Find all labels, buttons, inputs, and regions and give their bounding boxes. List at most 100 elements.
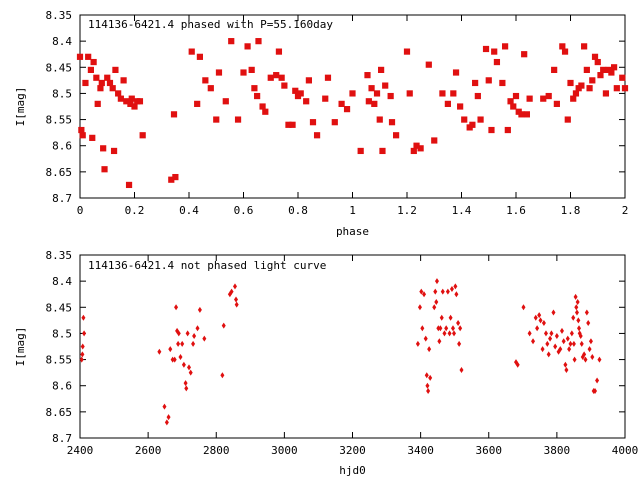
- data-point: [477, 116, 484, 123]
- data-point: [170, 111, 178, 118]
- data-point: [518, 111, 525, 118]
- data-point: [197, 306, 202, 313]
- y-tick-label: 8.65: [46, 406, 73, 419]
- data-point: [450, 90, 457, 97]
- x-tick-label: 0.2: [125, 204, 145, 217]
- data-point: [577, 325, 582, 332]
- data-point: [215, 69, 223, 76]
- data-point: [202, 335, 207, 342]
- data-point: [220, 372, 225, 379]
- axis-ticks: 2400 2600 2800 3000 3200 3400 3600 3800 4000 8.35…: [46, 249, 639, 457]
- data-point: [549, 330, 554, 337]
- data-point: [93, 74, 100, 81]
- data-point: [331, 119, 338, 126]
- data-point: [535, 325, 540, 332]
- data-point: [567, 79, 574, 87]
- y-tick-label: 8.55: [46, 114, 73, 127]
- data-point: [593, 387, 598, 394]
- data-point: [324, 74, 332, 81]
- data-point: [543, 330, 548, 337]
- data-point: [244, 43, 251, 50]
- data-point: [567, 346, 572, 353]
- data-point: [376, 116, 383, 123]
- data-point: [166, 414, 171, 421]
- data-point: [583, 356, 588, 363]
- data-point: [123, 98, 130, 105]
- x-tick-label: 0: [77, 204, 84, 217]
- x-tick-label: 0.6: [234, 204, 254, 217]
- data-point: [600, 66, 607, 73]
- data-point: [289, 121, 296, 128]
- x-tick-label: 3400: [407, 444, 434, 457]
- data-point: [425, 61, 432, 68]
- data-point: [499, 79, 506, 87]
- data-point: [234, 116, 242, 123]
- x-tick-label: 1: [349, 204, 356, 217]
- data-point: [449, 285, 454, 292]
- data-point: [587, 346, 592, 353]
- data-point: [521, 304, 526, 311]
- data-point: [170, 356, 175, 363]
- data-point: [454, 291, 459, 298]
- data-point: [176, 330, 181, 337]
- y-tick-label: 8.6: [52, 380, 72, 393]
- data-point: [553, 343, 558, 350]
- data-point: [574, 304, 579, 311]
- phased-panel: 0 0.2 0.4 0.6 0.8 1 1.2 1.4 1.6 1.8 2 8.35 8.4 8.45 8.…: [14, 9, 628, 238]
- data-point: [82, 330, 87, 337]
- data-point: [292, 87, 299, 94]
- y-tick-label: 8.7: [52, 192, 72, 205]
- y-tick-label: 8.35: [46, 9, 73, 22]
- data-point: [188, 369, 193, 376]
- data-point: [157, 348, 162, 355]
- data-point: [570, 95, 577, 102]
- data-point: [410, 147, 417, 155]
- data-point: [196, 53, 203, 60]
- data-point: [172, 173, 179, 181]
- data-point: [168, 346, 173, 353]
- y-tick-label: 8.7: [52, 432, 72, 445]
- plot-frame: [79, 14, 626, 199]
- data-point: [621, 85, 629, 92]
- data-point: [234, 301, 239, 308]
- data-point: [185, 330, 190, 337]
- data-point: [131, 103, 138, 110]
- data-point: [565, 335, 570, 342]
- data-point: [571, 314, 576, 321]
- data-point: [275, 48, 283, 55]
- data-point: [229, 288, 234, 295]
- data-point: [82, 79, 89, 87]
- plot-frame: [79, 254, 626, 439]
- y-tick-label: 8.4: [52, 35, 72, 48]
- axis-ticks: 0 0.2 0.4 0.6 0.8 1 1.2 1.4 1.6 1.8 2 8.35 8.4 8.45 8.…: [46, 9, 629, 217]
- data-point: [545, 92, 552, 100]
- data-point: [406, 90, 413, 97]
- data-point: [313, 132, 321, 139]
- data-point: [458, 325, 463, 332]
- data-point: [578, 82, 585, 89]
- data-point: [415, 340, 420, 347]
- data-point: [248, 66, 255, 73]
- x-axis-label: hjd0: [339, 464, 366, 477]
- y-tick-label: 8.45: [46, 301, 73, 314]
- x-tick-label: 3200: [339, 444, 366, 457]
- data-point: [382, 82, 389, 89]
- data-point: [434, 278, 439, 285]
- data-point: [482, 45, 490, 53]
- data-point: [127, 100, 134, 107]
- light-curve-panel: 2400 2600 2800 3000 3200 3400 3600 3800 4000 8.35…: [14, 249, 638, 477]
- data-point: [303, 98, 310, 105]
- data-point: [79, 132, 86, 139]
- data-point: [322, 95, 329, 102]
- data-point: [540, 95, 547, 102]
- data-point: [553, 100, 560, 107]
- data-point: [561, 48, 569, 55]
- data-point: [90, 58, 97, 66]
- data-point: [559, 327, 564, 334]
- data-point: [515, 361, 520, 368]
- y-tick-label: 8.6: [52, 140, 72, 153]
- data-point: [184, 385, 189, 392]
- data-point: [195, 325, 200, 332]
- data-point: [98, 79, 105, 87]
- data-point: [439, 90, 446, 97]
